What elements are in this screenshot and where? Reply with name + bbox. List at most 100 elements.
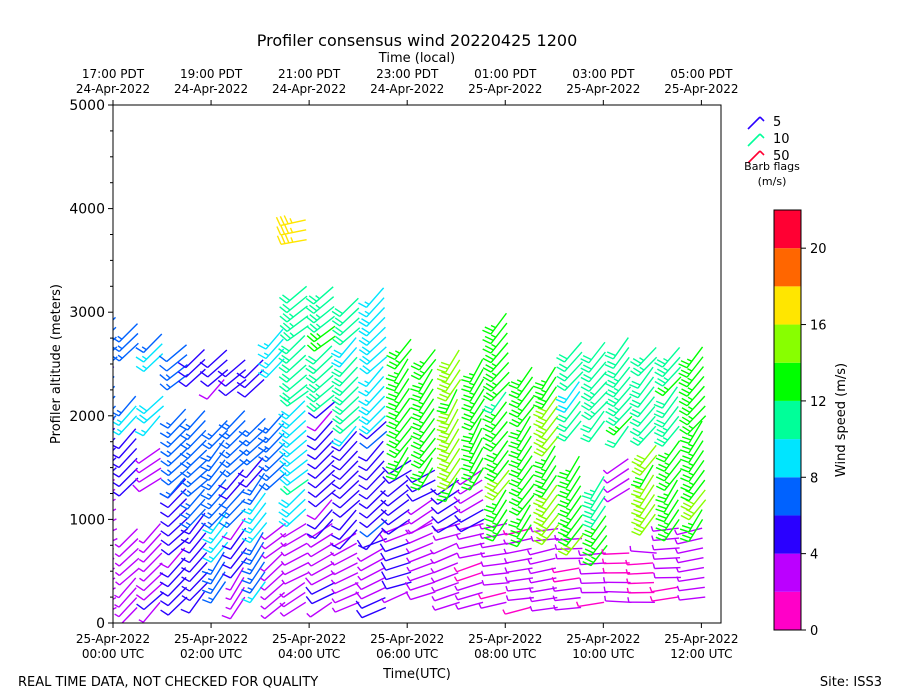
wind-barb	[602, 577, 631, 584]
barb-staff	[315, 400, 336, 419]
wind-barb	[218, 479, 245, 500]
barb-feather	[218, 442, 228, 450]
wind-barb	[436, 389, 458, 414]
barb-feather	[533, 511, 543, 517]
wind-barb	[330, 572, 359, 585]
barb-feather	[630, 360, 639, 367]
wind-barb	[604, 595, 632, 603]
barb-feather	[361, 327, 370, 334]
wind-barb	[581, 485, 606, 509]
barb-half-feather	[306, 543, 312, 548]
x-tick-label-time: 00:00 UTC	[82, 647, 144, 661]
barb-half-feather	[589, 391, 595, 396]
barb-half-feather	[516, 467, 523, 472]
wind-barb	[601, 558, 630, 565]
wind-barb	[113, 457, 138, 478]
barb-half-feather	[185, 521, 191, 526]
barb-staff	[469, 388, 485, 412]
barb-staff	[437, 518, 461, 534]
wind-barb	[532, 376, 557, 400]
barb-half-feather	[225, 461, 231, 466]
barb-feather	[535, 480, 545, 485]
barb-staff	[333, 562, 358, 576]
barb-half-feather	[264, 455, 270, 460]
barb-feather	[386, 443, 396, 449]
wind-barb	[381, 571, 412, 581]
barb-staff	[167, 596, 188, 616]
barb-staff	[639, 464, 654, 488]
barb-staff	[138, 447, 161, 464]
wind-barb	[236, 359, 264, 379]
barb-half-feather	[356, 557, 362, 562]
barb-feather	[160, 478, 169, 486]
barb-staff	[187, 419, 206, 440]
barb-feather	[405, 484, 413, 493]
barb-staff	[662, 346, 681, 368]
barb-feather	[335, 326, 344, 334]
wind-barb	[279, 305, 308, 323]
barb-staff	[460, 489, 483, 505]
wind-barb	[461, 378, 485, 403]
wind-barb	[280, 542, 308, 557]
barb-feather	[180, 480, 189, 488]
barb-staff	[285, 335, 306, 355]
barb-half-feather	[185, 512, 191, 517]
barb-staff	[286, 354, 307, 374]
x2-tick-label-time: 05:00 PDT	[670, 67, 733, 81]
wind-barb	[482, 361, 510, 383]
barb-staff	[339, 396, 360, 415]
barb-feather	[358, 330, 368, 337]
barb-half-feather	[315, 383, 321, 388]
wind-barb	[379, 532, 410, 543]
barb-staff	[516, 455, 533, 478]
barb-feather	[307, 412, 317, 419]
wind-barb	[306, 440, 334, 460]
barb-feather	[631, 380, 641, 386]
wind-barb	[406, 551, 434, 563]
wind-barb	[654, 366, 682, 387]
barb-feather	[279, 488, 288, 496]
barb-staff	[516, 406, 535, 428]
barb-feather	[217, 379, 226, 387]
barb-staff	[310, 552, 334, 567]
barb-half-feather	[663, 521, 670, 526]
barb-feather	[439, 482, 449, 487]
barb-feather	[508, 533, 518, 538]
barb-staff	[580, 572, 607, 575]
wind-barb	[676, 576, 705, 583]
barb-half-feather	[166, 440, 172, 445]
barb-feather	[388, 449, 398, 456]
barb-half-feather	[315, 323, 321, 328]
barb-staff	[445, 457, 461, 481]
barb-half-feather	[613, 387, 619, 392]
barb-feather	[331, 399, 341, 406]
wind-barb	[380, 508, 410, 526]
barb-feather	[607, 379, 617, 385]
barb-staff	[418, 358, 437, 380]
barb-half-feather	[490, 413, 496, 417]
barb-feather	[482, 385, 492, 392]
barb-half-feather	[138, 539, 144, 544]
barb-feather	[331, 543, 340, 550]
barb-half-feather	[530, 526, 533, 532]
barb-staff	[118, 467, 139, 487]
barb-feather	[560, 537, 570, 544]
barb-half-feather	[540, 379, 547, 384]
barb-half-feather	[468, 451, 475, 455]
barb-staff	[688, 509, 703, 533]
wind-barb	[221, 596, 246, 620]
barb-feather	[508, 412, 518, 418]
wind-barb	[385, 447, 409, 471]
barb-feather	[510, 390, 520, 396]
barb-staff	[663, 479, 678, 503]
barb-feather	[306, 514, 316, 521]
barb-half-feather	[527, 549, 531, 556]
wind-barb	[454, 508, 484, 523]
barb-feather	[280, 234, 286, 244]
barb-half-feather	[207, 502, 213, 507]
barb-half-feather	[529, 605, 533, 612]
wind-barb	[579, 587, 608, 594]
barb-staff	[588, 361, 607, 383]
wind-barb	[405, 591, 436, 601]
barb-feather	[335, 415, 344, 422]
